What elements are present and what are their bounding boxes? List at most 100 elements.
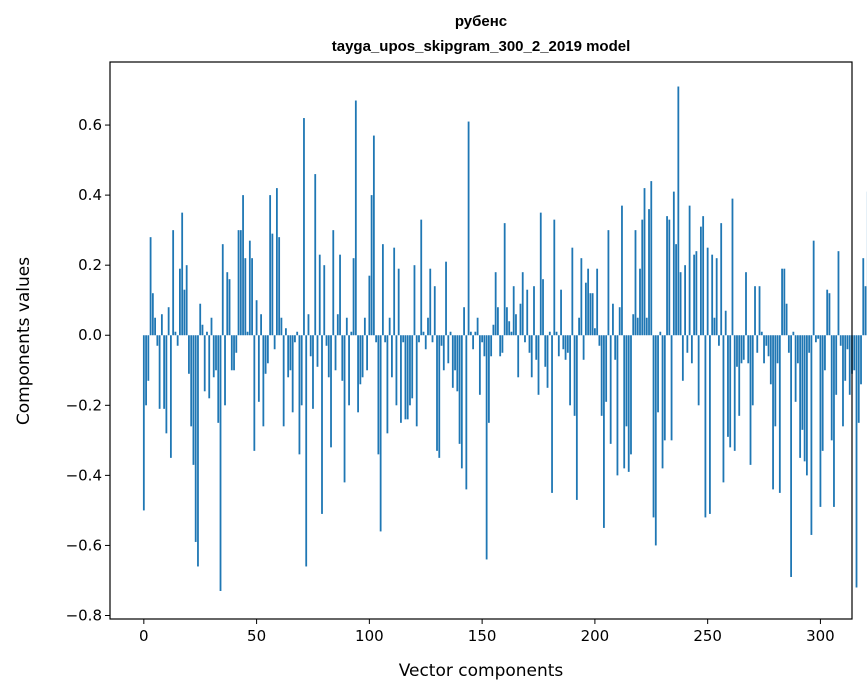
bar-240: [684, 265, 686, 336]
bar-187: [564, 335, 567, 360]
bar-299: [817, 335, 820, 339]
bar-201: [596, 268, 599, 336]
bar-11: [167, 307, 170, 336]
bar-266: [742, 335, 745, 360]
x-axis-label: Vector components: [399, 661, 564, 681]
chart-title: рубенс: [455, 13, 507, 30]
bar-6: [156, 335, 159, 346]
bar-107: [384, 335, 387, 343]
bar-204: [603, 335, 605, 528]
bar-302: [824, 335, 826, 371]
bar-91: [348, 335, 350, 406]
bar-143: [465, 335, 468, 490]
bar-157: [497, 307, 499, 336]
bar-310: [842, 335, 844, 427]
bar-227: [654, 335, 657, 546]
bar-232: [666, 216, 668, 336]
bar-54: [264, 335, 267, 374]
bar-258: [724, 310, 727, 336]
bar-212: [621, 205, 623, 336]
bar-191: [573, 335, 576, 416]
bar-289: [794, 335, 797, 402]
bar-136: [449, 331, 452, 336]
bar-108: [386, 335, 389, 434]
bar-142: [463, 307, 465, 336]
bar-313: [848, 335, 851, 395]
bar-276: [765, 335, 768, 346]
bar-306: [833, 335, 835, 507]
bar-272: [756, 335, 759, 353]
bar-270: [751, 335, 754, 406]
bar-177: [542, 279, 544, 336]
bar-256: [720, 223, 723, 336]
bar-73: [307, 314, 310, 336]
bar-147: [474, 331, 477, 336]
bar-279: [772, 335, 774, 490]
bar-181: [551, 335, 553, 493]
y-axis-label: Components values: [14, 257, 34, 425]
bar-98: [363, 317, 366, 336]
bar-211: [618, 307, 621, 336]
bar-164: [512, 286, 515, 336]
bar-52: [260, 314, 262, 336]
bar-131: [438, 335, 441, 458]
bar-96: [359, 335, 362, 385]
bar-173: [533, 286, 535, 336]
bar-86: [336, 314, 339, 336]
bar-300: [819, 335, 822, 507]
plot-frame: [109, 61, 853, 620]
bar-209: [614, 335, 617, 360]
bar-149: [478, 335, 481, 395]
bar-26: [201, 324, 204, 336]
bar-297: [812, 240, 815, 336]
bar-176: [539, 212, 542, 336]
bar-195: [582, 335, 585, 360]
bar-259: [727, 335, 729, 437]
bar-295: [808, 335, 811, 353]
bar-59: [275, 188, 278, 336]
y-tick-label-5: 0.2: [78, 256, 102, 274]
bar-190: [571, 247, 574, 336]
bar-25: [199, 303, 202, 336]
bar-77: [316, 335, 319, 367]
bar-251: [709, 335, 711, 514]
x-tick-label-150: 150: [468, 627, 497, 645]
bar-222: [643, 188, 646, 336]
bar-200: [593, 328, 596, 336]
bar-284: [783, 268, 786, 336]
bar-225: [650, 181, 653, 336]
bar-316: [855, 335, 858, 588]
bar-81: [325, 335, 328, 346]
bar-238: [679, 272, 682, 336]
bar-158: [499, 335, 502, 357]
bar-307: [835, 335, 838, 395]
bar-10: [165, 335, 168, 434]
bar-75: [312, 335, 314, 409]
bar-146: [472, 335, 474, 350]
y-tick-label-0: −0.8: [66, 606, 102, 624]
bar-150: [481, 335, 484, 343]
bar-57: [271, 233, 274, 336]
bar-138: [454, 335, 456, 371]
bar-42: [237, 230, 240, 336]
bar-12: [169, 335, 172, 458]
bar-13: [172, 230, 175, 336]
bar-66: [291, 335, 294, 413]
bar-82: [327, 335, 330, 378]
x-tick-label-250: 250: [693, 627, 722, 645]
bar-87: [339, 254, 341, 336]
bar-244: [693, 254, 696, 336]
bar-19: [185, 265, 188, 336]
bar-89: [343, 335, 346, 483]
bar-229: [659, 331, 662, 336]
bar-14: [174, 331, 177, 336]
bar-198: [589, 293, 592, 336]
bar-267: [745, 272, 747, 336]
bar-172: [530, 335, 533, 378]
bar-83: [330, 335, 332, 448]
bar-133: [442, 335, 445, 371]
bar-231: [663, 335, 666, 441]
bar-4: [151, 293, 154, 336]
bar-44: [242, 195, 244, 336]
bar-61: [280, 317, 283, 336]
